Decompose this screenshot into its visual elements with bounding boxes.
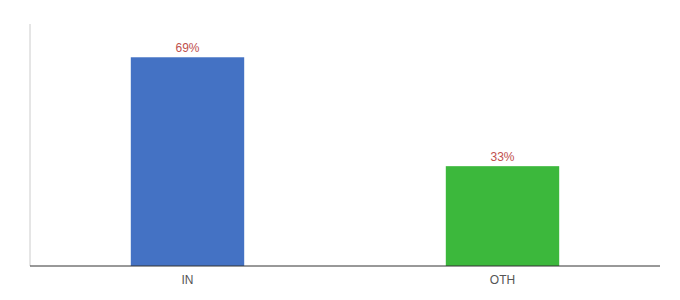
bars — [131, 57, 559, 266]
chart-container: 69% 33% IN OTH — [0, 0, 680, 300]
chart: 69% 33% IN OTH — [0, 0, 680, 300]
y-axis-line — [30, 24, 31, 266]
data-label: 69% — [175, 41, 199, 55]
bar — [446, 166, 559, 266]
data-label: 33% — [490, 150, 514, 164]
x-axis-line — [30, 266, 660, 267]
x-tick-label: IN — [182, 273, 194, 287]
bar — [131, 57, 244, 266]
x-tick-label: OTH — [490, 273, 515, 287]
